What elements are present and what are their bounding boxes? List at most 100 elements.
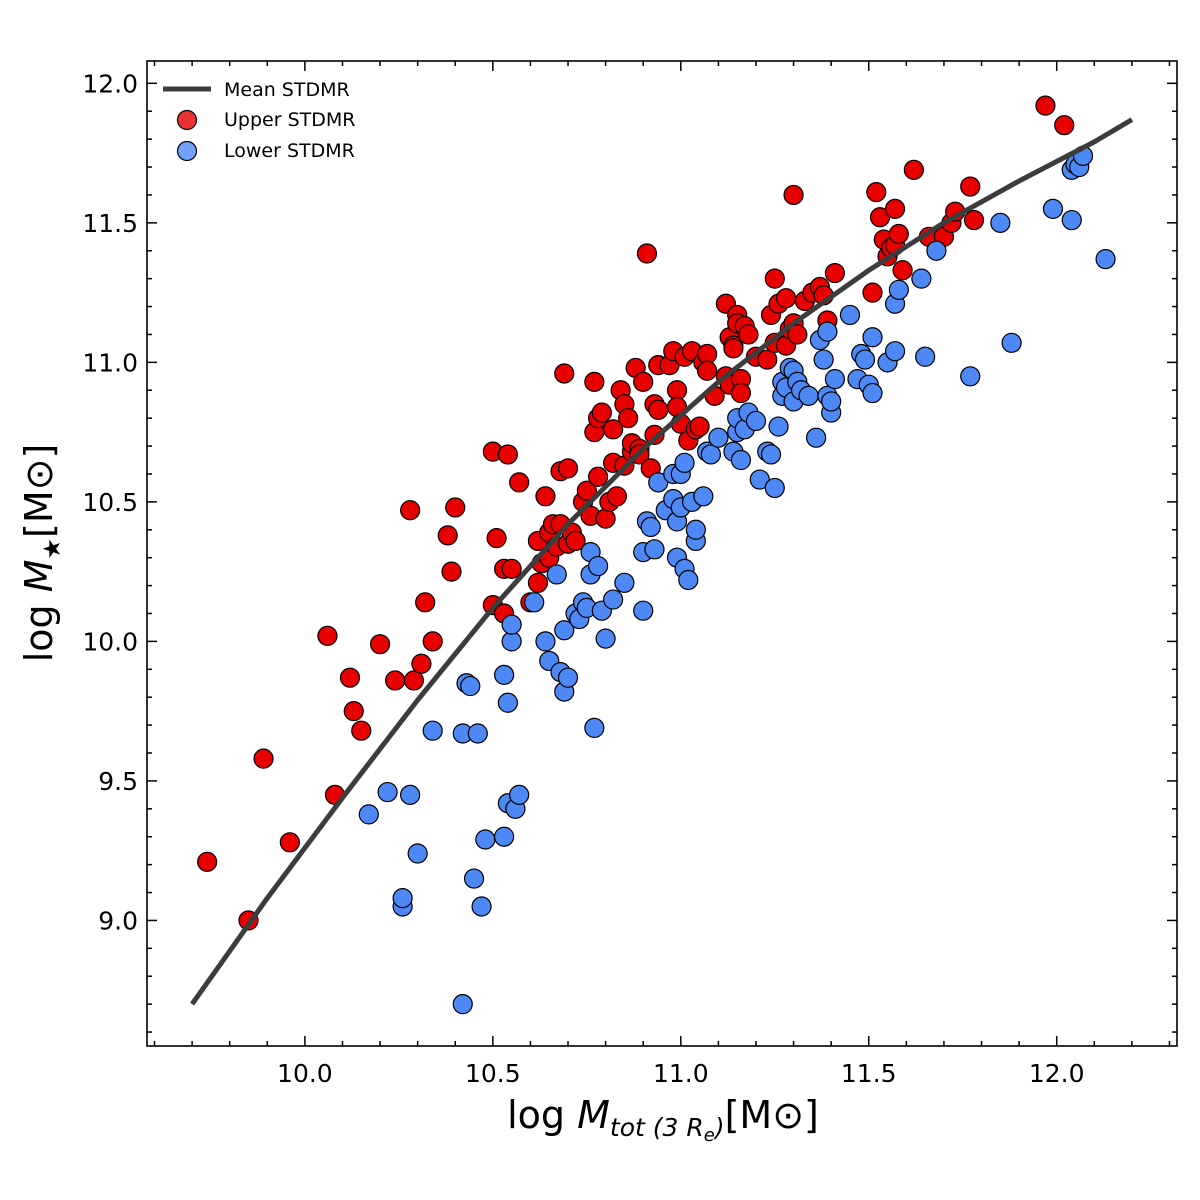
upper-stdmr-point	[351, 720, 372, 741]
lower-stdmr-point	[644, 539, 665, 560]
upper-stdmr-point	[343, 701, 364, 722]
lower-stdmr-point	[392, 888, 413, 909]
lower-stdmr-point	[546, 564, 567, 585]
lower-stdmr-point	[926, 240, 947, 261]
upper-stdmr-point	[960, 176, 981, 197]
upper-stdmr-point	[697, 360, 718, 381]
upper-stdmr-point	[400, 500, 421, 521]
lower-stdmr-point	[587, 555, 609, 577]
upper-stdmr-point	[317, 625, 338, 646]
upper-stdmr-point	[648, 399, 669, 420]
y-tick-label: 11.5	[82, 209, 138, 238]
legend-label-lower: Lower STDMR	[224, 140, 355, 162]
lower-stdmr-point	[554, 620, 575, 641]
upper-stdmr-point	[403, 670, 424, 691]
lower-stdmr-point	[494, 826, 515, 847]
upper-stdmr-point	[415, 592, 436, 613]
lower-stdmr-point	[1001, 332, 1022, 353]
upper-stdmr-point	[723, 338, 744, 359]
upper-stdmr-point	[437, 525, 458, 546]
x-tick-label: 10.5	[465, 1059, 521, 1088]
lower-stdmr-point	[862, 327, 883, 348]
lower-stdmr-point	[509, 784, 530, 805]
upper-stdmr-point	[565, 530, 586, 552]
upper-stdmr-point	[422, 631, 443, 652]
upper-stdmr-point	[644, 424, 665, 446]
lower-stdmr-point	[535, 631, 556, 652]
lower-stdmr-point	[377, 781, 398, 803]
upper-stdmr-point	[892, 260, 913, 281]
x-axis-label: log Mtot (3 Re)[M⊙]	[507, 1093, 819, 1146]
upper-stdmr-point	[497, 444, 518, 465]
lower-stdmr-point	[501, 614, 522, 635]
lower-stdmr-point	[745, 410, 767, 432]
upper-stdmr-point	[783, 184, 804, 206]
upper-stdmr-point	[689, 416, 710, 437]
axis-ticks	[147, 61, 1177, 1046]
lower-stdmr-point	[798, 385, 819, 406]
upper-stdmr-point	[730, 382, 752, 404]
lower-stdmr-point	[817, 321, 838, 342]
lower-stdmr-point	[400, 784, 421, 805]
lower-stdmr-point	[884, 341, 906, 362]
upper-stdmr-point	[369, 634, 391, 655]
lower-stdmr-point	[475, 829, 496, 850]
lower-stdmr-point	[708, 427, 729, 448]
x-tick-label: 11.0	[653, 1059, 709, 1088]
lower-stdmr-point	[494, 664, 515, 685]
upper-stdmr-point	[486, 528, 507, 549]
lower-stdmr-point	[768, 416, 789, 437]
lower-stdmr-point	[764, 477, 785, 499]
lower-stdmr-point	[700, 444, 721, 465]
upper-stdmr-point	[888, 223, 909, 245]
lower-stdmr-point	[1042, 198, 1064, 219]
lower-stdmr-point	[584, 717, 605, 738]
upper-stdmr-point	[862, 282, 883, 303]
lower-stdmr-point	[960, 366, 981, 387]
upper-stdmr-point	[527, 572, 549, 593]
upper-stdmr-point	[963, 209, 985, 231]
lower-stdmr-point	[614, 572, 635, 593]
lower-stdmr-point	[603, 589, 624, 610]
lower-stdmr-point	[595, 628, 616, 649]
y-tick-label: 10.0	[82, 627, 138, 656]
upper-stdmr-point	[509, 472, 530, 493]
lower-stdmr-point	[824, 369, 846, 390]
mean-stdmr-line	[190, 117, 1134, 1006]
upper-stdmr-point	[606, 486, 627, 507]
lower-stdmr-point	[760, 444, 782, 465]
lower-stdmr-point	[407, 843, 428, 864]
y-tick-label: 9.0	[98, 906, 138, 935]
legend-marker-upper	[176, 109, 198, 131]
upper-stdmr-point	[595, 508, 616, 529]
upper-stdmr-point	[576, 480, 597, 501]
lower-stdmr-point	[693, 486, 714, 507]
upper-stdmr-point	[253, 748, 274, 769]
upper-stdmr-point	[591, 402, 612, 423]
lower-stdmr-point	[685, 519, 706, 540]
lower-stdmr-point	[422, 720, 443, 741]
lower-stdmr-point	[839, 304, 861, 326]
upper-stdmr-point	[603, 419, 624, 440]
upper-stdmr-point	[787, 324, 808, 345]
upper-stdmr-point	[738, 324, 759, 345]
lower-stdmr-point	[862, 382, 883, 404]
lower-stdmr-point	[821, 391, 842, 412]
lower-stdmr-point	[915, 346, 936, 367]
y-axis-label: log M★[M⊙]	[17, 444, 66, 663]
legend: Mean STDMR Upper STDMR Lower STDMR	[163, 79, 355, 162]
legend-label-mean: Mean STDMR	[224, 79, 350, 101]
y-tick-label: 12.0	[82, 69, 138, 98]
upper-stdmr-series	[197, 95, 1075, 931]
upper-stdmr-point	[441, 561, 462, 582]
lower-stdmr-point	[1095, 249, 1116, 270]
lower-stdmr-point	[557, 667, 579, 688]
upper-stdmr-point	[824, 262, 846, 284]
upper-stdmr-point	[636, 243, 658, 264]
upper-stdmr-point	[279, 832, 300, 853]
lower-stdmr-point	[813, 349, 834, 370]
lower-stdmr-point	[460, 675, 481, 697]
lower-stdmr-point	[640, 516, 661, 538]
upper-stdmr-point	[535, 486, 556, 507]
